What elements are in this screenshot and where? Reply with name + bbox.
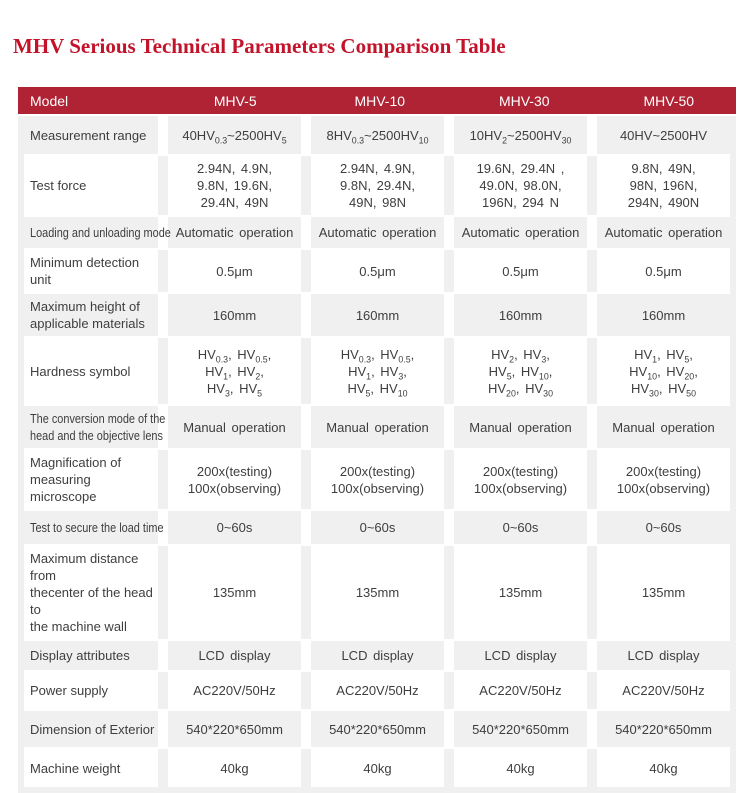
row-label: Measurement range [24,116,158,154]
column-header: MHV-5 [213,92,257,109]
table-cell: LCD display [311,641,444,670]
table-row: Display attributes LCD display LCD display… [24,641,730,670]
table-cell: Manual operation [311,406,444,448]
table-cell: Manual operation [168,406,301,448]
table-cell: AC220V/50Hz [168,672,301,709]
table-cell: 19.6N, 29.4N , 49.0N, 98.0N, 196N, 294 N [454,156,587,215]
table-row: Maximum height of applicable materials 160… [24,294,730,336]
table-cell: AC220V/50Hz [311,672,444,709]
table-cell: LCD display [454,641,587,670]
table-cell: 40kg [454,749,587,787]
row-label: Test force [24,156,158,215]
table-cell: 0.5μm [168,250,301,292]
table-cell: 160mm [454,294,587,336]
row-label: Power supply [24,672,158,709]
row-label: The conversion mode of the head and the o… [24,406,165,448]
table-cell: 135mm [168,546,301,639]
model-column-header: Model [30,92,69,109]
row-label: Loading and unloading mode [24,217,171,248]
table-cell: 0~60s [168,511,301,544]
table-row: Hardness symbol HV0.3, HV0.5, HV1, HV2, HV3… [24,338,730,404]
table-cell: 540*220*650mm [311,711,444,747]
table-cell: 2.94N, 4.9N, 9.8N, 29.4N, 49N, 98N [311,156,444,215]
table-row: Machine weight 40kg 40kg 40kg 40kg [24,749,730,787]
row-label: Display attributes [24,641,158,670]
column-header: MHV-50 [643,92,695,109]
table-cell: LCD display [597,641,730,670]
table-cell: 8HV0.3~2500HV10 [311,116,444,154]
table-row: Power supply AC220V/50Hz AC220V/50Hz AC220V… [24,672,730,709]
table-cell: 2.94N, 4.9N, 9.8N, 19.6N, 29.4N, 49N [168,156,301,215]
table-cell: 0.5μm [311,250,444,292]
table-cell: 200x(testing) 100x(observing) [597,450,730,509]
row-label: Test to secure the load time [24,511,164,544]
row-label: Magnification of measuring microscope [24,450,158,509]
table-row: Measurement range 40HV0.3~2500HV5 8HV0.3~2… [24,116,730,154]
table-cell: 0~60s [454,511,587,544]
table-cell: Automatic operation [454,217,587,248]
table-cell: 40HV~2500HV [597,116,730,154]
table-row: Loading and unloading mode Automatic oper… [24,217,730,248]
table-cell: HV2, HV3, HV5, HV10, HV20, HV30 [454,338,587,404]
column-header: MHV-30 [498,92,550,109]
table-cell: HV0.3, HV0.5, HV1, HV3, HV5, HV10 [311,338,444,404]
table-cell: 540*220*650mm [168,711,301,747]
row-label: Maximum distance from thecenter of the he… [24,546,158,639]
table-cell: 40HV0.3~2500HV5 [168,116,301,154]
table-row: Magnification of measuring microscope 200x… [24,450,730,509]
table-cell: 160mm [168,294,301,336]
table-cell: 135mm [597,546,730,639]
table-cell: 160mm [311,294,444,336]
table-cell: Automatic operation [597,217,730,248]
table-row: Test force 2.94N, 4.9N, 9.8N, 19.6N, 29.4N,… [24,156,730,215]
table-row: Minimum detection unit 0.5μm 0.5μm 0.5μm 0.5… [24,250,730,292]
table-cell: AC220V/50Hz [597,672,730,709]
table-cell: 200x(testing) 100x(observing) [454,450,587,509]
parameters-table: Model MHV-5 MHV-10 MHV-30 MHV-50 Measurement… [18,87,736,793]
table-cell: 0.5μm [454,250,587,292]
table-cell: HV1, HV5, HV10, HV20, HV30, HV50 [597,338,730,404]
page-title: MHV Serious Technical Parameters Compari… [13,34,506,58]
table-body: Measurement range 40HV0.3~2500HV5 8HV0.3~2… [18,116,736,793]
table-cell: Manual operation [454,406,587,448]
table-cell: 9.8N, 49N, 98N, 196N, 294N, 490N [597,156,730,215]
table-cell: Automatic operation [168,217,301,248]
table-cell: 0~60s [597,511,730,544]
table-row: Dimension of Exterior 540*220*650mm 540*22… [24,711,730,747]
table-cell: 160mm [597,294,730,336]
table-cell: 200x(testing) 100x(observing) [168,450,301,509]
table-cell: 540*220*650mm [454,711,587,747]
row-label: Dimension of Exterior [24,711,158,747]
table-cell: Automatic operation [311,217,444,248]
column-header: MHV-10 [354,92,406,109]
table-cell: Manual operation [597,406,730,448]
table-cell: 0.5μm [597,250,730,292]
table-cell: 10HV2~2500HV30 [454,116,587,154]
table-cell: 135mm [454,546,587,639]
row-label: Machine weight [24,749,158,787]
row-label: Minimum detection unit [24,250,158,292]
table-cell: 40kg [597,749,730,787]
table-cell: 540*220*650mm [597,711,730,747]
row-label: Maximum height of applicable materials [24,294,158,336]
table-row: The conversion mode of the head and the o… [24,406,730,448]
table-row: Maximum distance from thecenter of the he… [24,546,730,639]
table-cell: 135mm [311,546,444,639]
table-cell: 200x(testing) 100x(observing) [311,450,444,509]
table-cell: 40kg [168,749,301,787]
row-label: Hardness symbol [24,338,158,404]
table-cell: HV0.3, HV0.5, HV1, HV2, HV3, HV5 [168,338,301,404]
table-cell: 40kg [311,749,444,787]
table-cell: LCD display [168,641,301,670]
table-row: Test to secure the load time 0~60s 0~60s 0~… [24,511,730,544]
table-header-row: Model MHV-5 MHV-10 MHV-30 MHV-50 [18,87,736,114]
table-cell: AC220V/50Hz [454,672,587,709]
table-cell: 0~60s [311,511,444,544]
